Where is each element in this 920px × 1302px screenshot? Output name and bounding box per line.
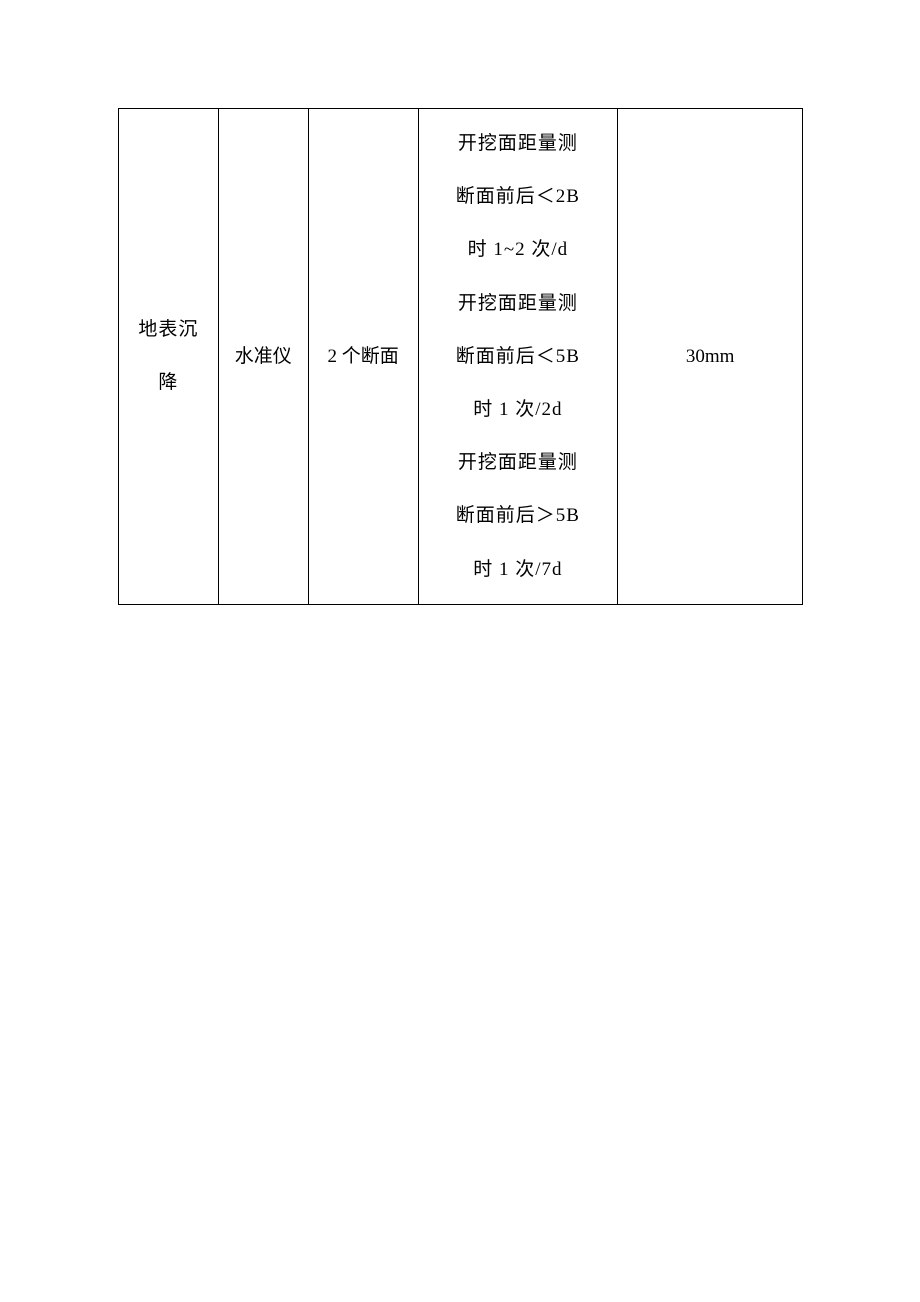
cell-instrument: 水准仪 bbox=[218, 109, 308, 605]
cell-frequency: 开挖面距量测 断面前后＜2B 时 1~2 次/d 开挖面距量测 断面前后＜5B … bbox=[418, 109, 618, 605]
cell-item: 地表沉 降 bbox=[119, 109, 219, 605]
table-row: 地表沉 降 水准仪 2 个断面 开挖面距量测 断面前后＜2B 时 1~2 次/d… bbox=[119, 109, 803, 605]
table-container: 地表沉 降 水准仪 2 个断面 开挖面距量测 断面前后＜2B 时 1~2 次/d… bbox=[118, 108, 803, 605]
cell-value: 30mm bbox=[618, 109, 803, 605]
cell-sections: 2 个断面 bbox=[308, 109, 418, 605]
data-table: 地表沉 降 水准仪 2 个断面 开挖面距量测 断面前后＜2B 时 1~2 次/d… bbox=[118, 108, 803, 605]
